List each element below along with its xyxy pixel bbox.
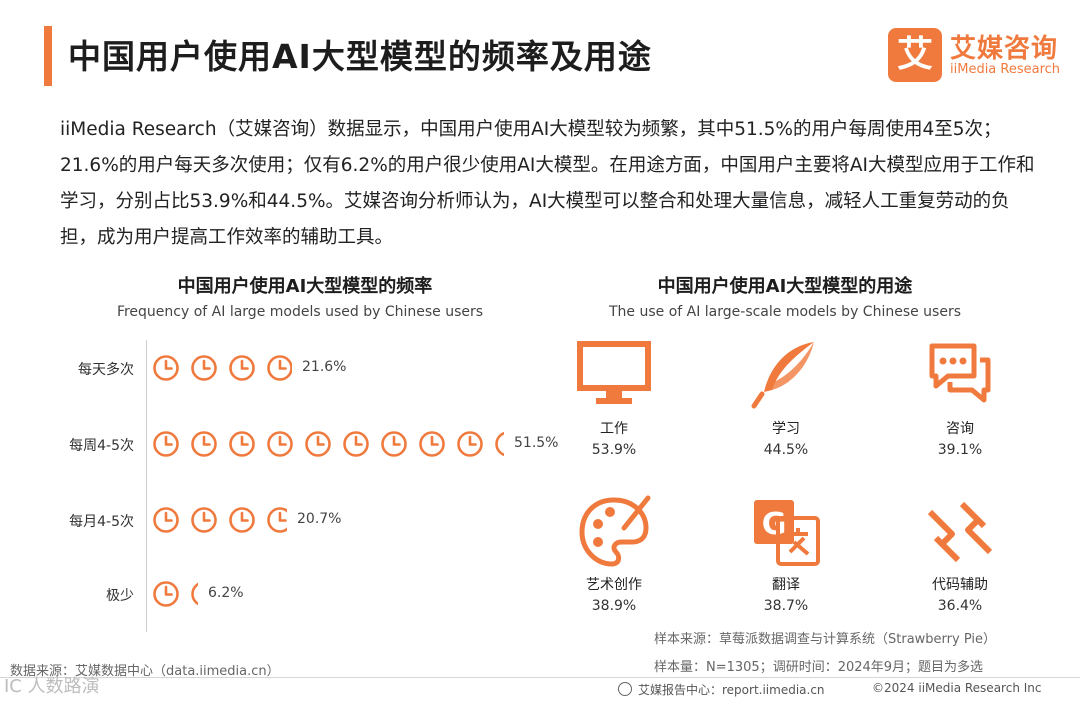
intro-paragraph: iiMedia Research（艾媒咨询）数据显示，中国用户使用AI大模型较为… [60, 119, 1035, 248]
watermark: IC 人数路演 [4, 676, 100, 697]
clock-icon [152, 580, 180, 608]
usage-label: 学习 [772, 421, 800, 437]
clock-icon [190, 506, 218, 534]
clock-icon [418, 430, 446, 458]
usage-value: 39.1% [937, 442, 983, 458]
clock-icon [380, 430, 408, 458]
page-title: 中国用户使用AI大型模型的频率及用途 [68, 37, 652, 76]
frequency-category-label: 每月4-5次 [69, 514, 134, 530]
quill-icon [751, 342, 814, 409]
usage-label: 咨询 [946, 421, 974, 437]
usage-value: 53.9% [591, 442, 637, 458]
logo-name-en: iiMedia Research [950, 62, 1061, 77]
sample-source-note: 样本来源：草莓派数据调查与计算系统（Strawberry Pie） [654, 632, 996, 647]
usage-label: 代码辅助 [932, 577, 988, 593]
frequency-chart-axis [146, 340, 147, 632]
clock-icon [304, 430, 332, 458]
clock-icon [456, 430, 484, 458]
clock-icon [190, 580, 198, 608]
frequency-chart-title: 中国用户使用AI大型模型的频率 [177, 276, 433, 297]
frequency-value-label: 51.5% [514, 435, 559, 451]
logo-name-cn: 艾媒咨询 [950, 34, 1059, 64]
code-icon [927, 501, 993, 563]
usage-value: 38.9% [591, 598, 637, 614]
brand-logo: 艾 艾媒咨询 iiMedia Research [888, 26, 1068, 86]
globe-icon [618, 682, 632, 696]
monitor-icon [577, 341, 651, 404]
clock-icon [152, 506, 180, 534]
svg-text:G: G [762, 507, 787, 542]
palette-icon [579, 495, 651, 567]
frequency-value-label: 20.7% [297, 511, 342, 527]
title-accent-bar [44, 26, 52, 86]
clock-icon [266, 354, 292, 382]
clock-icon [190, 354, 218, 382]
usage-label: 艺术创作 [586, 577, 642, 593]
clock-icon [228, 506, 256, 534]
sample-size-note: 样本量：N=1305；调研时间：2024年9月；题目为多选 [654, 660, 984, 675]
chat-icon [929, 343, 991, 403]
footer-divider [0, 677, 1080, 678]
translate-icon: G [754, 500, 820, 566]
logo-mark: 艾 [888, 28, 942, 82]
usage-label: 翻译 [772, 577, 800, 593]
usage-chart-subtitle: The use of AI large-scale models by Chin… [608, 304, 962, 320]
clock-icon [190, 430, 218, 458]
usage-value: 36.4% [937, 598, 983, 614]
report-center-link[interactable]: 艾媒报告中心：report.iimedia.cn [638, 683, 825, 697]
clock-icon [228, 354, 256, 382]
clock-icon [266, 506, 287, 534]
clock-icon [152, 430, 180, 458]
data-source-note: 数据来源：艾媒数据中心（data.iimedia.cn） [10, 664, 280, 679]
frequency-category-label: 每天多次 [78, 362, 134, 378]
usage-chart-title: 中国用户使用AI大型模型的用途 [657, 276, 913, 297]
clock-icon [494, 430, 504, 458]
frequency-category-label: 每周4-5次 [69, 438, 134, 454]
clock-icon [228, 430, 256, 458]
frequency-value-label: 21.6% [302, 359, 347, 375]
clock-icon [342, 430, 370, 458]
clock-icon [266, 430, 294, 458]
usage-value: 38.7% [763, 598, 809, 614]
clock-icon [152, 354, 180, 382]
frequency-value-label: 6.2% [208, 585, 244, 601]
frequency-chart-subtitle: Frequency of AI large models used by Chi… [116, 304, 484, 320]
usage-label: 工作 [600, 421, 628, 437]
usage-value: 44.5% [763, 442, 809, 458]
copyright-text: ©2024 iiMedia Research Inc [872, 681, 1042, 695]
frequency-category-label: 极少 [106, 588, 134, 604]
